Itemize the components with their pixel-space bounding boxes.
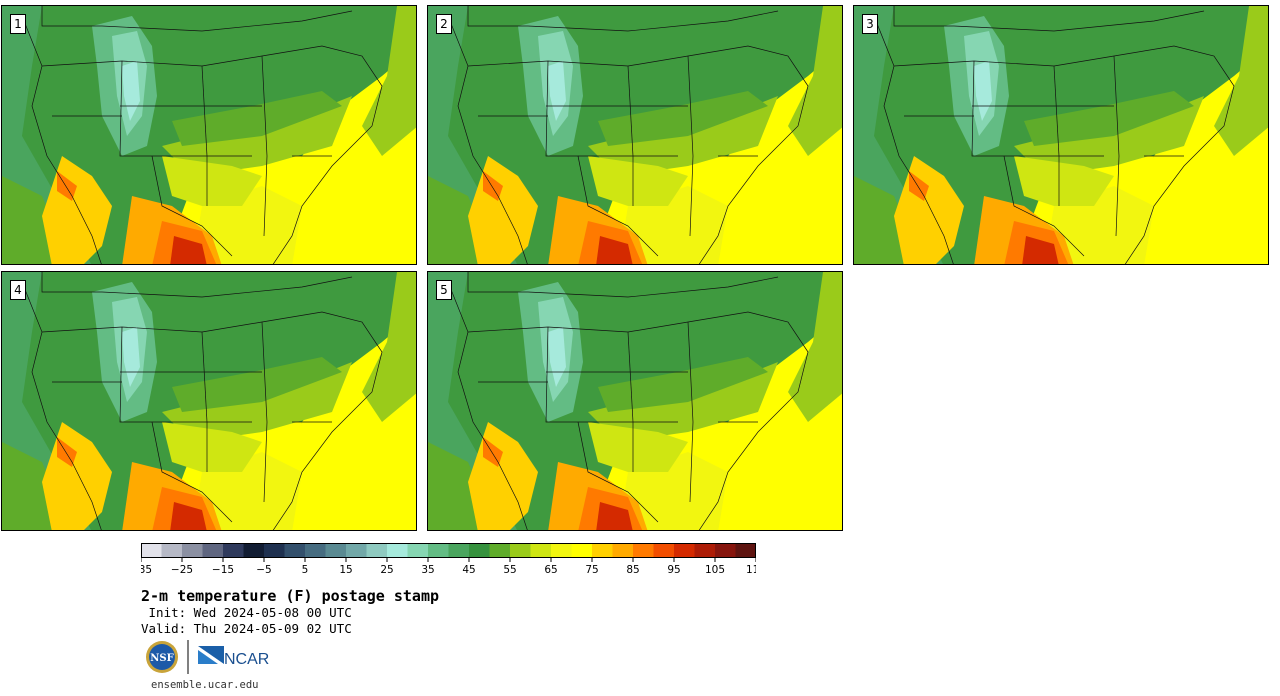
colorbar-swatch <box>469 543 490 558</box>
ncar-logo-text: NCAR <box>224 651 269 668</box>
colorbar-tick-label: 45 <box>462 564 475 576</box>
colorbar-swatch <box>223 543 244 558</box>
colorbar-swatch <box>264 543 285 558</box>
colorbar-swatch <box>325 543 347 558</box>
colorbar-swatch <box>571 543 593 558</box>
colorbar-swatch <box>612 543 634 558</box>
panel-number: 5 <box>436 280 452 300</box>
colorbar-tick-label: 85 <box>626 564 639 576</box>
colorbar-swatch <box>674 543 695 558</box>
colorbar-tick-label: −35 <box>141 564 152 576</box>
colorbar-tick-label: 15 <box>339 564 352 576</box>
colorbar-swatch <box>633 543 654 558</box>
temperature-map <box>2 6 416 264</box>
colorbar-swatch <box>428 543 449 558</box>
colorbar-border <box>141 543 756 558</box>
panel-number: 1 <box>10 14 26 34</box>
colorbar-tick-label: −15 <box>212 564 234 576</box>
colorbar-tick-label: 65 <box>544 564 557 576</box>
temperature-map <box>854 6 1268 264</box>
colorbar-tick-label: 115 <box>746 564 756 576</box>
panel-number: 4 <box>10 280 26 300</box>
member-panel-5: 5 <box>427 271 843 531</box>
colorbar-tick-label: 55 <box>503 564 516 576</box>
panel-number: 3 <box>862 14 878 34</box>
colorbar-swatch <box>284 543 306 558</box>
colorbar-tick-label: −25 <box>171 564 193 576</box>
temperature-map <box>2 272 416 530</box>
colorbar-swatch <box>141 543 162 558</box>
init-time: Init: Wed 2024-05-08 00 UTC <box>141 605 352 620</box>
temperature-colorbar: −35 −25 −15 −5 5 15 25 35 45 55 65 75 85 95 105 115 <box>141 543 756 576</box>
colorbar-swatch <box>448 543 470 558</box>
colorbar-swatch <box>551 543 572 558</box>
colorbar-swatch <box>182 543 203 558</box>
temperature-map <box>428 6 842 264</box>
colorbar-swatch <box>592 543 613 558</box>
colorbar-swatch <box>715 543 736 558</box>
colorbar-swatch <box>366 543 388 558</box>
temperature-map <box>428 272 842 530</box>
colorbar-tick-label: 95 <box>667 564 680 576</box>
panel-number: 2 <box>436 14 452 34</box>
member-panel-3: 3 <box>853 5 1269 265</box>
colorbar-swatch <box>510 543 531 558</box>
member-panel-1: 1 <box>1 5 417 265</box>
figure-title: 2-m temperature (F) postage stamp <box>141 587 440 605</box>
colorbar-swatch <box>489 543 511 558</box>
sponsor-logos: NSF NCAR <box>144 638 274 676</box>
colorbar-swatch <box>243 543 265 558</box>
valid-time: Valid: Thu 2024-05-09 02 UTC <box>141 621 352 636</box>
colorbar-swatch <box>346 543 367 558</box>
nsf-logo: NSF <box>146 641 178 673</box>
member-panel-4: 4 <box>1 271 417 531</box>
colorbar-swatch <box>387 543 408 558</box>
colorbar-tick-label: 105 <box>705 564 725 576</box>
colorbar-swatch <box>694 543 716 558</box>
colorbar-tick-label: 25 <box>380 564 393 576</box>
colorbar-swatch <box>653 543 675 558</box>
ncar-logo: NCAR <box>198 646 269 668</box>
member-panel-2: 2 <box>427 5 843 265</box>
colorbar-swatch <box>530 543 552 558</box>
colorbar-tick-label: 5 <box>302 564 309 576</box>
nsf-logo-text: NSF <box>150 653 173 664</box>
colorbar-swatch <box>202 543 224 558</box>
colorbar-tick-label: 35 <box>421 564 434 576</box>
colorbar-swatch <box>735 543 756 558</box>
colorbar-swatch <box>305 543 326 558</box>
footer-url: ensemble.ucar.edu <box>151 679 259 691</box>
colorbar-swatch <box>161 543 183 558</box>
colorbar-tick-label: 75 <box>585 564 598 576</box>
colorbar-swatch <box>407 543 429 558</box>
colorbar-tick-label: −5 <box>256 564 271 576</box>
